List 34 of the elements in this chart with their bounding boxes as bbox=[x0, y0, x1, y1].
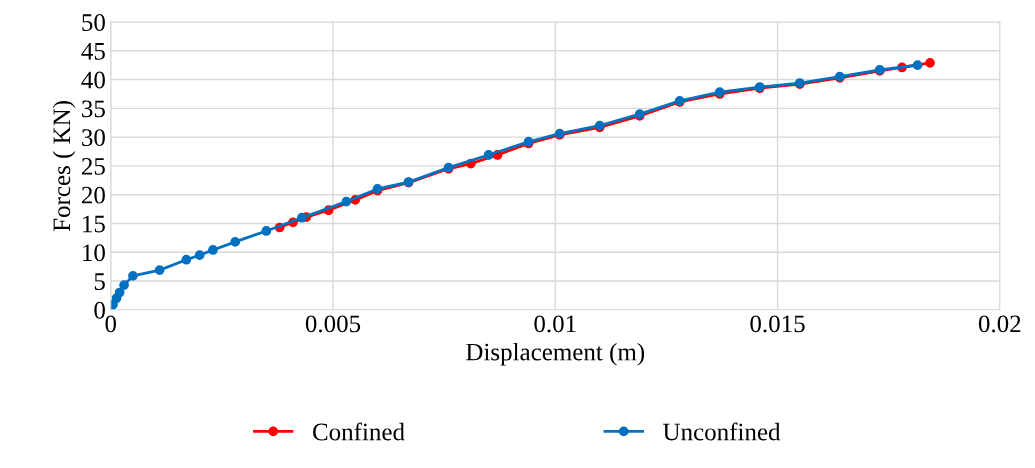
point bbox=[230, 237, 241, 247]
x-tick-label: 0.005 bbox=[305, 315, 361, 333]
legend-label: Confined bbox=[313, 422, 405, 441]
point bbox=[181, 254, 192, 265]
x-tick-label: 0.015 bbox=[750, 315, 805, 333]
x-tick-label: 0.01 bbox=[534, 315, 576, 333]
y-tick-label: 30 bbox=[82, 129, 105, 147]
point bbox=[128, 270, 138, 281]
y-tick-label: 50 bbox=[82, 14, 105, 31]
point bbox=[119, 280, 129, 290]
x-axis-title: Displacement (m) bbox=[466, 342, 645, 366]
point bbox=[154, 265, 165, 275]
x-tick-label: 0.02 bbox=[978, 315, 1021, 333]
point bbox=[297, 212, 307, 223]
legend-label: Unconfined bbox=[663, 422, 781, 441]
point bbox=[925, 58, 935, 68]
point bbox=[261, 226, 272, 236]
y-tick-label: 0 bbox=[94, 301, 105, 319]
y-tick-label: 10 bbox=[83, 244, 105, 262]
x-tick-label: 0 bbox=[105, 315, 117, 333]
y-tick-label: 35 bbox=[82, 100, 105, 118]
point bbox=[912, 60, 923, 71]
point bbox=[208, 245, 218, 255]
y-tick-label: 45 bbox=[81, 42, 105, 60]
point bbox=[194, 250, 205, 260]
point bbox=[114, 287, 125, 298]
y-tick-label: 15 bbox=[83, 215, 105, 233]
y-tick-label: 40 bbox=[81, 71, 105, 89]
point bbox=[483, 150, 494, 160]
y-tick-label: 20 bbox=[81, 186, 105, 204]
y-axis-title: Forces ( KN) bbox=[52, 101, 76, 232]
point bbox=[341, 196, 352, 207]
y-tick-label: 5 bbox=[94, 273, 105, 290]
y-tick-label: 25 bbox=[81, 158, 105, 175]
